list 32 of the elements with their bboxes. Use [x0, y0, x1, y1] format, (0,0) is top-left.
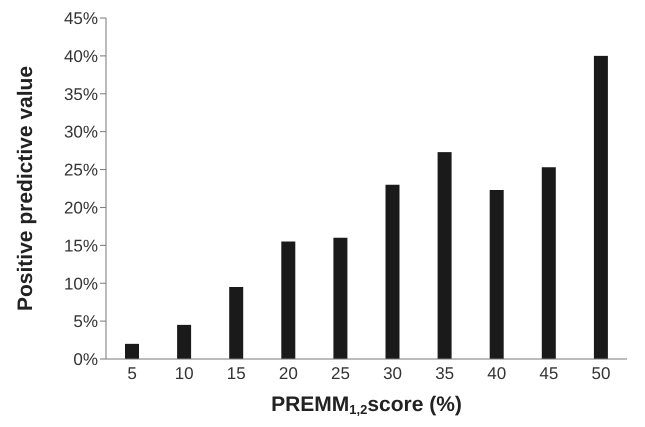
y-tick-label: 40% [64, 46, 98, 66]
y-tick-label: 0% [73, 350, 98, 370]
x-tick-label: 40 [487, 364, 506, 384]
bar [438, 152, 452, 359]
bar [542, 167, 556, 359]
x-tick-label: 10 [174, 364, 194, 384]
x-tick-label: 25 [330, 364, 350, 384]
x-tick-label: 45 [539, 364, 558, 384]
x-tick-label: 30 [383, 364, 402, 384]
x-tick-label: 20 [278, 364, 298, 384]
bar [594, 56, 608, 359]
x-axis-title: PREMM$_{1,2}$score (%) [271, 393, 462, 418]
x-tick-label: 50 [591, 364, 610, 384]
y-tick-label: 25% [64, 160, 98, 180]
y-axis-title: Positive predictive value [14, 66, 37, 312]
x-tick-label: 5 [127, 364, 137, 384]
bar [281, 242, 296, 359]
bar [229, 287, 244, 359]
y-tick-label: 20% [64, 198, 98, 218]
bar [386, 184, 400, 359]
bar [490, 190, 504, 359]
y-tick-label: 45% [64, 9, 98, 28]
y-tick-label: 5% [73, 312, 98, 332]
y-tick-label: 10% [64, 274, 98, 294]
y-tick-label: 30% [64, 122, 98, 142]
bar [177, 324, 192, 359]
y-tick-label: 35% [64, 84, 98, 104]
y-tick-label: 15% [64, 236, 98, 256]
bar [125, 344, 139, 359]
x-tick-label: 15 [226, 364, 246, 384]
bar [333, 238, 348, 359]
x-tick-label: 35 [435, 364, 454, 384]
